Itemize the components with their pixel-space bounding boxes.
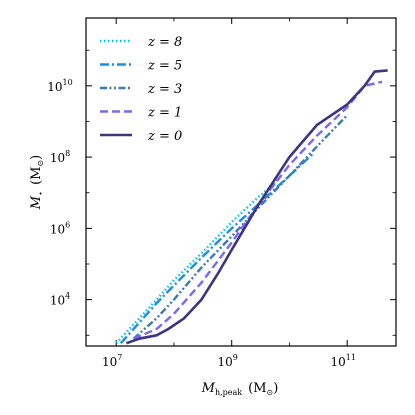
y-tick-label: 108 (50, 149, 70, 165)
x-tick-label: 109 (218, 353, 238, 369)
x-tick-label: 1011 (330, 353, 355, 369)
series-layer (115, 69, 388, 345)
legend: z = 8 z = 5 z = 3 z = 1 z = 0 (100, 35, 182, 144)
legend-label: z = 1 (147, 106, 182, 121)
x-axis-label: Mh,peak (M⊙) (201, 381, 279, 397)
y-tick-label: 104 (50, 292, 70, 308)
legend-label: z = 8 (147, 35, 182, 50)
legend-label: z = 5 (147, 59, 182, 74)
x-tick-label: 107 (102, 353, 122, 369)
ticks-layer: 107 109 1011 104 106 108 1010 (47, 18, 396, 369)
legend-label: z = 0 (147, 129, 182, 144)
y-axis-label: M⋆(M⊙) (29, 155, 45, 211)
series-line-z-0 (125, 69, 388, 345)
plot-frame (85, 17, 397, 347)
legend-label: z = 3 (147, 82, 182, 97)
series-line-z-8 (115, 181, 278, 345)
y-tick-label: 106 (50, 220, 70, 236)
y-tick-label: 1010 (47, 78, 72, 94)
series-line-z-3 (132, 114, 349, 340)
series-line-z-5 (119, 153, 314, 345)
